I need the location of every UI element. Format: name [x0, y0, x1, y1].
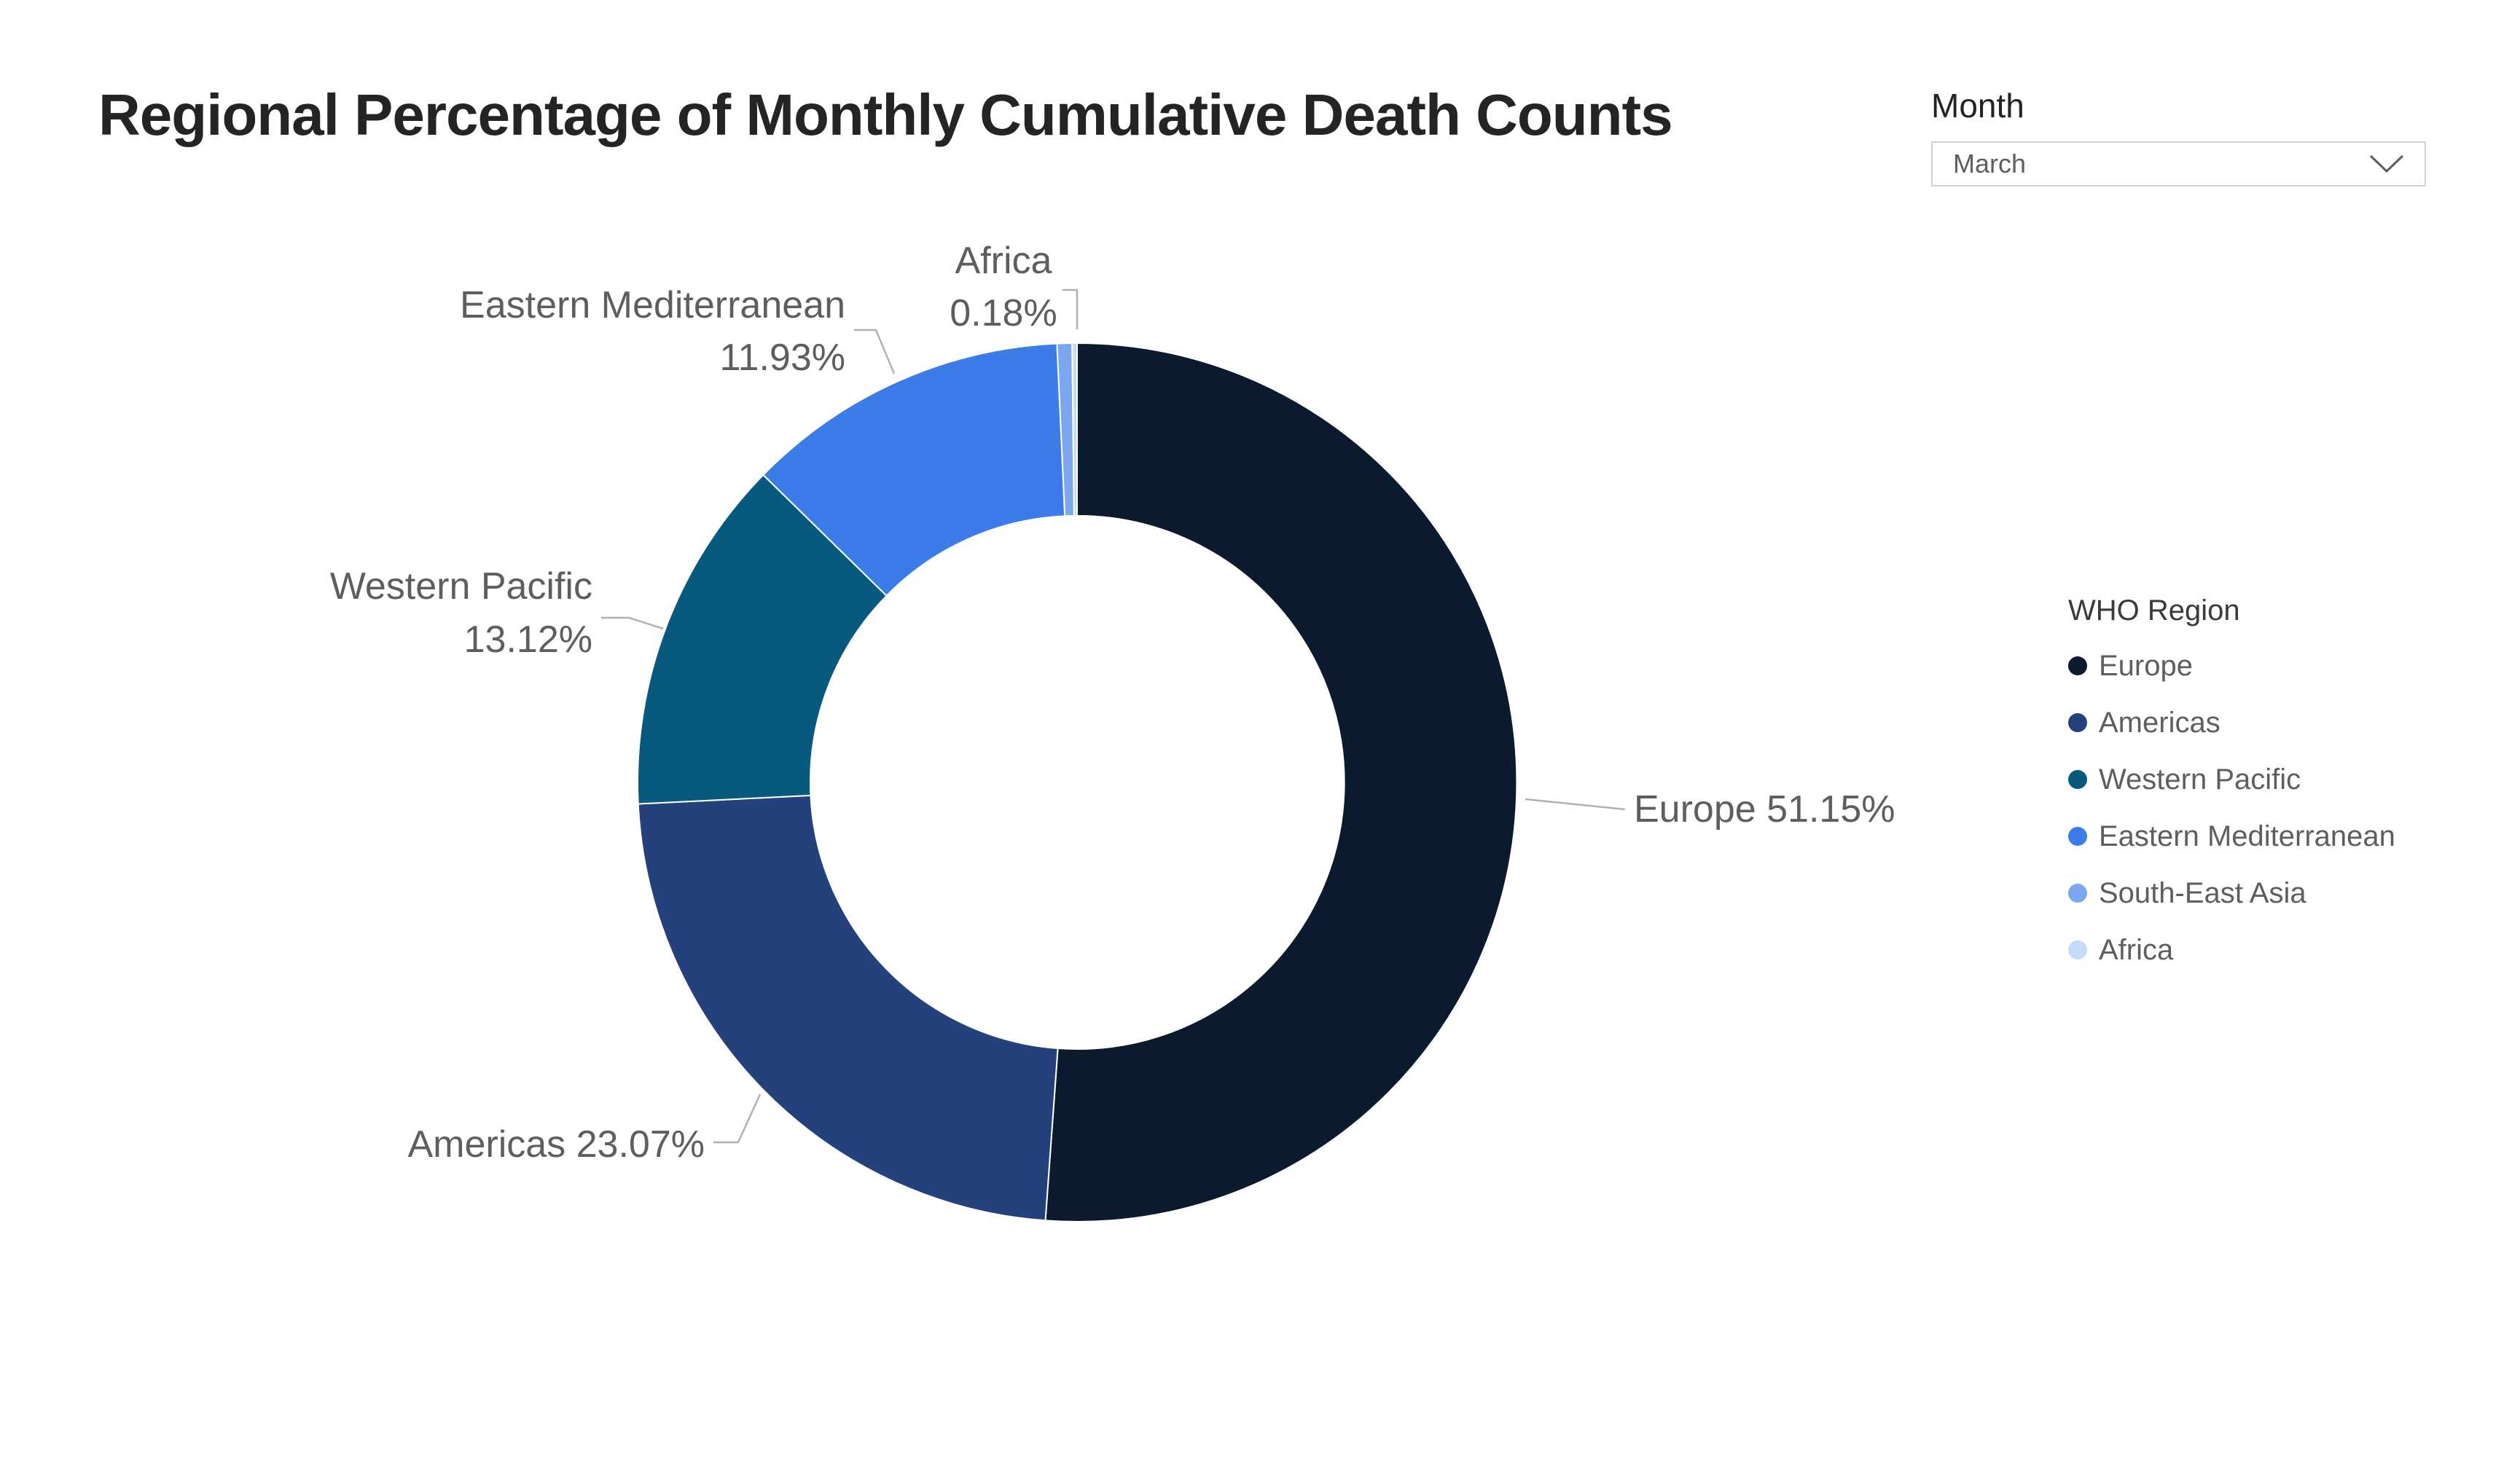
callout-eastern-mediterranean-name: Eastern Mediterranean — [460, 284, 845, 326]
leader-line-western-pacific — [601, 616, 664, 630]
slice-europe[interactable] — [1044, 342, 1518, 1222]
leader-line-europe — [1525, 798, 1626, 811]
legend-item-europe[interactable]: Europe — [2068, 637, 2395, 694]
leader-line-eastern-mediterranean — [854, 329, 896, 374]
legend-color-dot — [2068, 656, 2087, 675]
legend-item-label: Western Pacific — [2099, 763, 2301, 796]
callout-africa-value: 0.18% — [950, 292, 1057, 334]
slice-americas[interactable] — [637, 794, 1059, 1222]
legend-item-south-east-asia[interactable]: South-East Asia — [2068, 865, 2395, 922]
callout-europe-label: Europe 51.15% — [1634, 788, 1895, 830]
month-dropdown[interactable]: March — [1931, 141, 2426, 186]
legend-item-label: Eastern Mediterranean — [2099, 820, 2395, 852]
chevron-down-icon[interactable] — [2369, 154, 2404, 173]
legend-color-dot — [2068, 713, 2087, 732]
legend-color-dot — [2068, 884, 2087, 903]
legend-item-label: Americas — [2099, 706, 2220, 739]
callout-africa-name: Africa — [955, 240, 1052, 282]
month-slicer: Month March — [1931, 86, 2426, 186]
callout-western-pacific-name: Western Pacific — [330, 565, 592, 608]
slice-eastern-mediterranean[interactable] — [762, 342, 1066, 597]
legend-item-eastern-mediterranean[interactable]: Eastern Mediterranean — [2068, 808, 2395, 865]
callout-western-pacific-value: 13.12% — [464, 618, 592, 661]
legend-color-dot — [2068, 940, 2087, 959]
legend-color-dot — [2068, 770, 2087, 789]
slice-africa[interactable] — [1071, 342, 1078, 517]
callout-eastern-mediterranean-value: 11.93% — [719, 337, 845, 379]
legend-item-label: South-East Asia — [2099, 876, 2306, 909]
legend-item-americas[interactable]: Americas — [2068, 694, 2395, 751]
callout-americas-label: Americas 23.07% — [407, 1123, 705, 1166]
legend-item-label: Africa — [2099, 933, 2174, 966]
legend-item-africa[interactable]: Africa — [2068, 922, 2395, 978]
legend-title: WHO Region — [2068, 594, 2240, 627]
legend-item-label: Europe — [2099, 649, 2193, 682]
legend: WHO Region Europe Americas Western Pacif… — [2068, 594, 2395, 978]
month-dropdown-value[interactable]: March — [1953, 149, 2027, 178]
leader-line-americas — [713, 1093, 762, 1144]
slice-western-pacific[interactable] — [637, 474, 888, 805]
leader-line-africa — [1063, 288, 1079, 329]
month-slicer-header: Month — [1931, 87, 2024, 125]
legend-item-western-pacific[interactable]: Western Pacific — [2068, 751, 2395, 808]
chart-title: Regional Percentage of Monthly Cumulativ… — [98, 82, 1673, 147]
legend-color-dot — [2068, 827, 2087, 846]
